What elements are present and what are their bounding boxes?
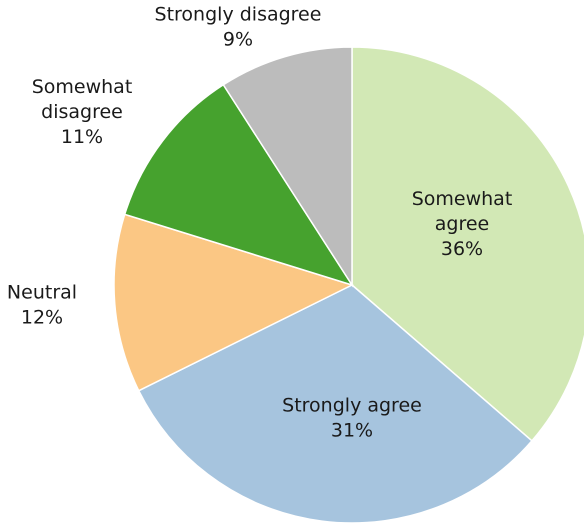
data-label-neutral: Neutral 12% [7,282,77,329]
data-label-strongly-disagree: Strongly disagree 9% [155,4,322,51]
data-label-somewhat-agree: Somewhat agree 36% [412,188,513,260]
pie-slice-strongly-agree [137,284,533,524]
pie-slice-neutral [113,213,355,392]
slices-layer [113,46,584,524]
pie-slice-somewhat-disagree [123,83,354,287]
labels-layer: Somewhat agree 36% Strongly agree 31% Neutral… [7,4,512,442]
pie-slice-somewhat-agree [351,46,584,442]
data-label-strongly-agree: Strongly agree 31% [282,395,422,442]
pie-slice-strongly-disagree [222,46,353,288]
data-label-somewhat-disagree: Somewhat disagree 11% [32,76,133,148]
